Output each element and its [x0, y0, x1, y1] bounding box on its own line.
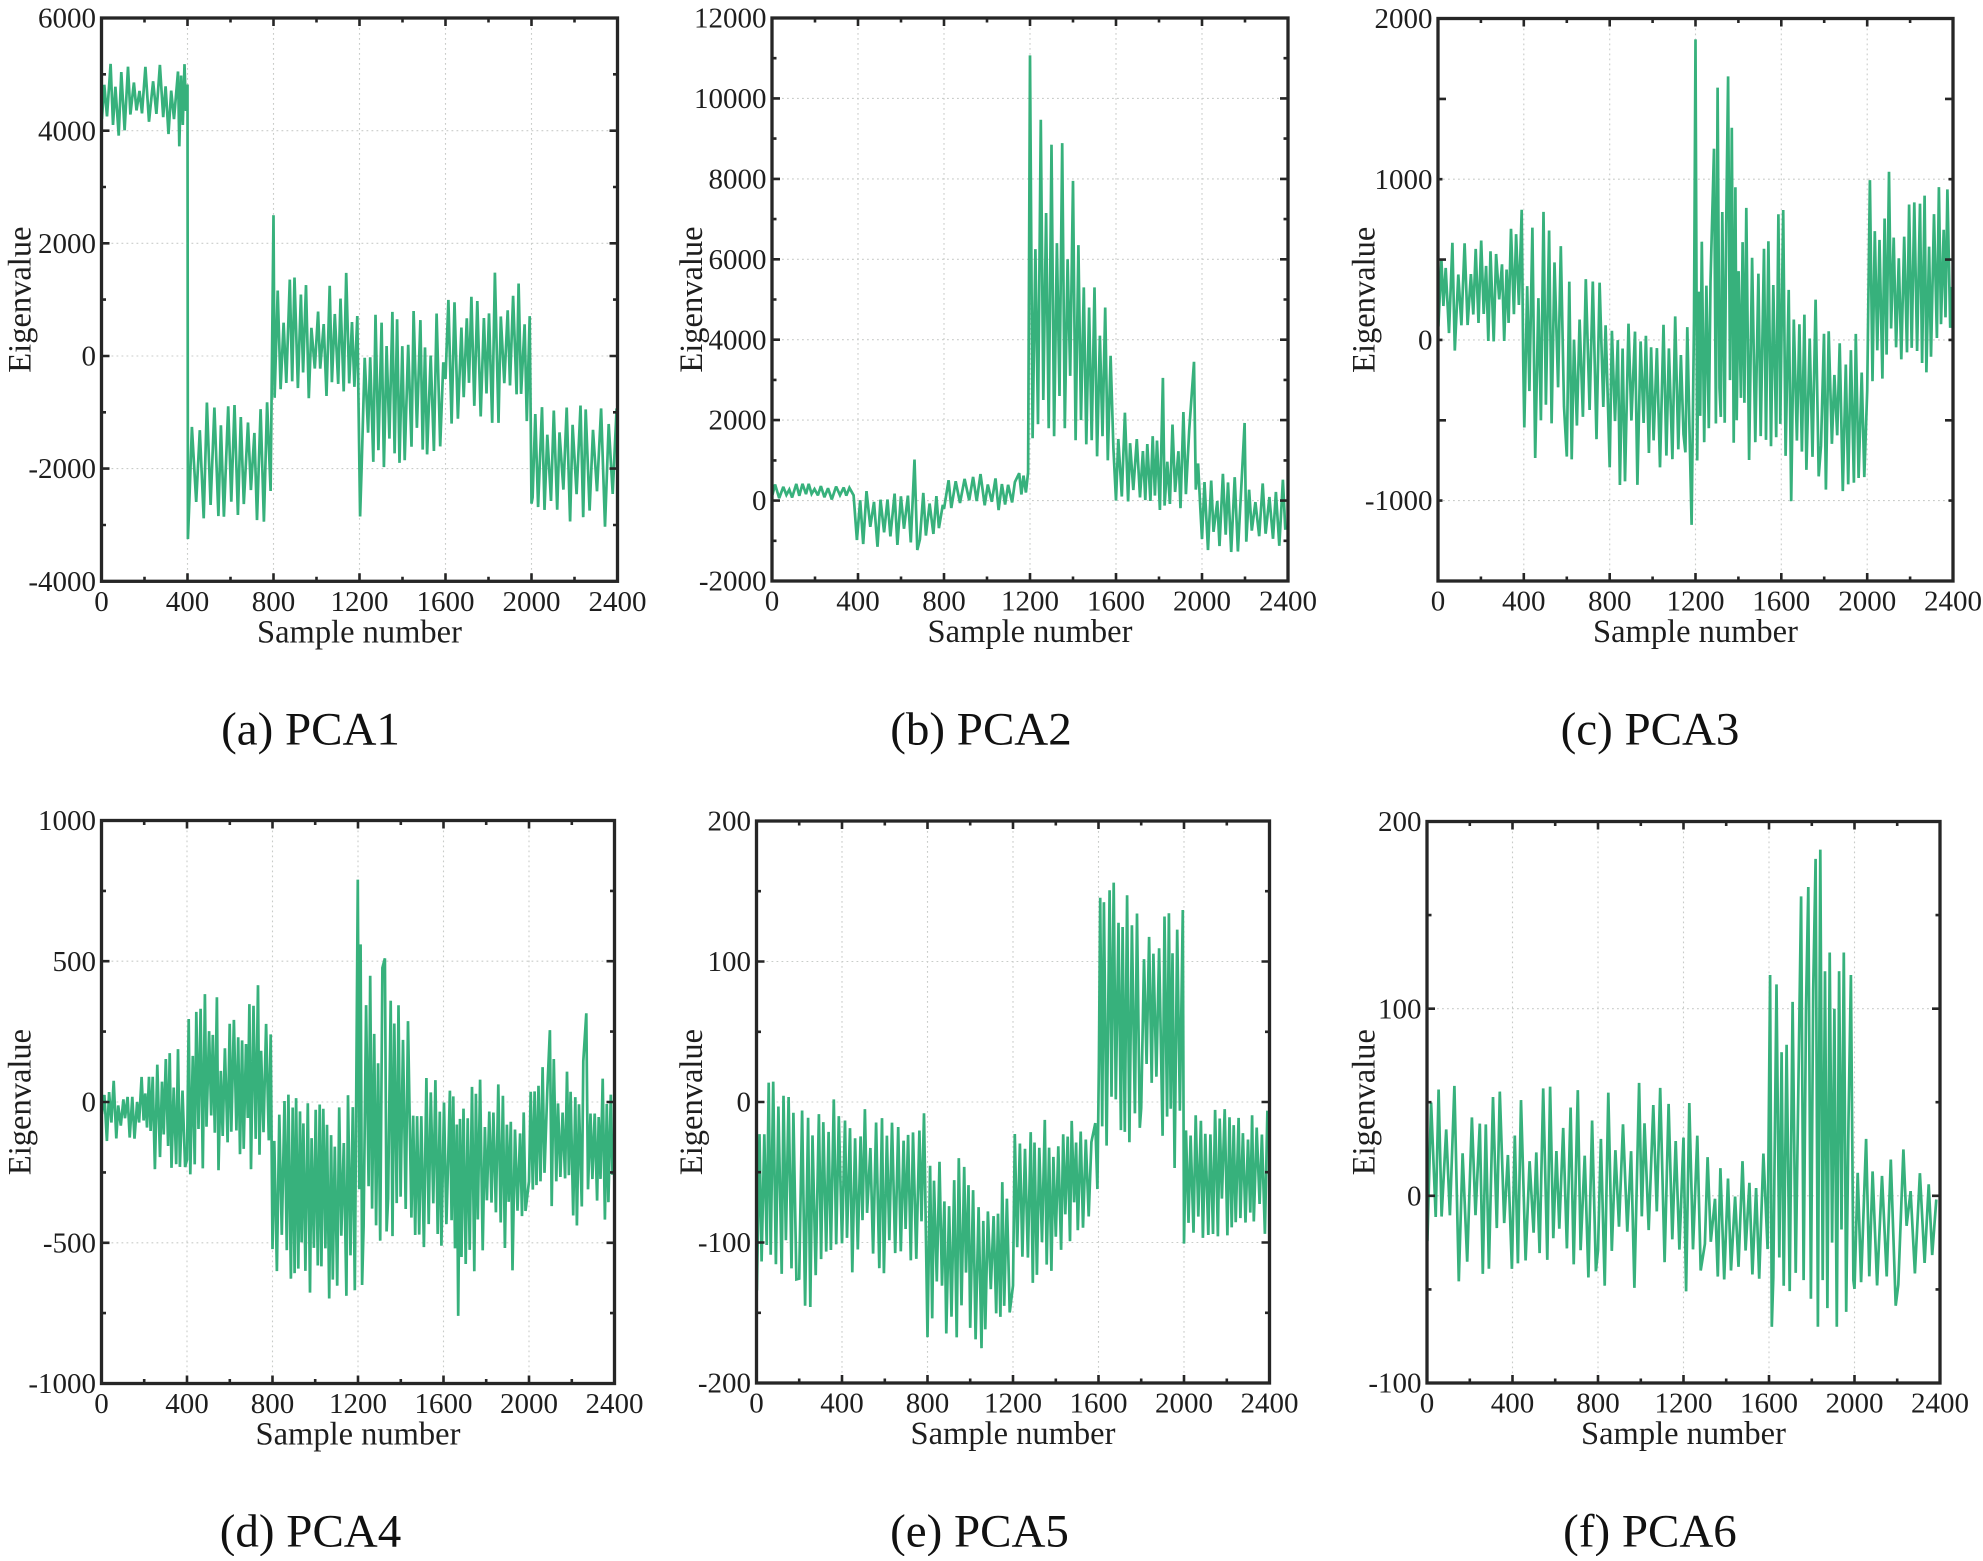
- svg-text:400: 400: [820, 1388, 864, 1420]
- svg-text:8000: 8000: [709, 164, 767, 196]
- svg-text:0: 0: [1418, 325, 1433, 357]
- svg-text:Eigenvalue: Eigenvalue: [3, 227, 39, 373]
- svg-text:-1000: -1000: [1365, 485, 1433, 517]
- svg-text:200: 200: [1378, 806, 1422, 838]
- svg-text:400: 400: [1491, 1388, 1535, 1420]
- svg-text:800: 800: [922, 586, 966, 618]
- svg-text:6000: 6000: [709, 244, 767, 276]
- svg-text:200: 200: [708, 806, 752, 838]
- svg-text:(a) PCA1: (a) PCA1: [221, 704, 400, 756]
- svg-text:-2000: -2000: [699, 566, 767, 598]
- svg-text:1200: 1200: [1001, 586, 1059, 618]
- svg-text:(d) PCA4: (d) PCA4: [220, 1506, 401, 1557]
- svg-text:1600: 1600: [417, 586, 475, 618]
- svg-text:400: 400: [1502, 586, 1546, 618]
- svg-text:2000: 2000: [38, 228, 96, 260]
- svg-text:800: 800: [252, 586, 296, 618]
- svg-text:1600: 1600: [415, 1388, 473, 1420]
- svg-text:2000: 2000: [1173, 586, 1231, 618]
- svg-text:-2000: -2000: [28, 453, 96, 485]
- svg-text:0: 0: [1431, 586, 1446, 618]
- svg-text:Sample number: Sample number: [1581, 1416, 1786, 1452]
- svg-text:800: 800: [251, 1388, 295, 1420]
- svg-text:1000: 1000: [38, 805, 96, 837]
- svg-text:1200: 1200: [1655, 1388, 1713, 1420]
- svg-text:0: 0: [752, 485, 767, 517]
- svg-text:0: 0: [737, 1087, 752, 1119]
- svg-text:0: 0: [94, 1388, 109, 1420]
- svg-text:2000: 2000: [503, 586, 561, 618]
- svg-text:0: 0: [765, 586, 780, 618]
- svg-text:Sample number: Sample number: [928, 614, 1133, 650]
- svg-text:1600: 1600: [1070, 1388, 1128, 1420]
- svg-text:100: 100: [708, 946, 752, 978]
- svg-text:-100: -100: [1368, 1368, 1421, 1400]
- svg-text:6000: 6000: [38, 3, 96, 35]
- svg-text:-1000: -1000: [28, 1368, 96, 1400]
- svg-text:800: 800: [906, 1388, 950, 1420]
- svg-text:12000: 12000: [694, 3, 767, 35]
- svg-text:400: 400: [166, 586, 210, 618]
- svg-text:800: 800: [1588, 586, 1632, 618]
- svg-text:-100: -100: [698, 1227, 751, 1259]
- svg-text:0: 0: [94, 586, 109, 618]
- svg-text:(f) PCA6: (f) PCA6: [1563, 1506, 1737, 1557]
- svg-text:2000: 2000: [500, 1388, 558, 1420]
- svg-text:2000: 2000: [709, 405, 767, 437]
- svg-text:2400: 2400: [586, 1388, 644, 1420]
- svg-text:2000: 2000: [1375, 3, 1433, 35]
- svg-text:1200: 1200: [1667, 586, 1725, 618]
- svg-text:2400: 2400: [1241, 1388, 1299, 1420]
- svg-text:Sample number: Sample number: [257, 614, 462, 650]
- svg-text:Eigenvalue: Eigenvalue: [3, 1029, 39, 1175]
- svg-text:1600: 1600: [1752, 586, 1810, 618]
- svg-text:2400: 2400: [1924, 586, 1982, 618]
- svg-text:1600: 1600: [1740, 1388, 1798, 1420]
- svg-text:1600: 1600: [1087, 586, 1145, 618]
- svg-text:400: 400: [836, 586, 880, 618]
- svg-text:Sample number: Sample number: [1593, 614, 1798, 650]
- svg-text:2000: 2000: [1838, 586, 1896, 618]
- svg-text:400: 400: [165, 1388, 209, 1420]
- svg-text:Sample number: Sample number: [256, 1417, 461, 1453]
- svg-text:1200: 1200: [331, 586, 389, 618]
- svg-text:(c) PCA3: (c) PCA3: [1561, 704, 1740, 756]
- svg-text:0: 0: [1407, 1180, 1422, 1212]
- svg-text:0: 0: [82, 1087, 97, 1119]
- svg-text:4000: 4000: [709, 324, 767, 356]
- svg-text:-200: -200: [698, 1368, 751, 1400]
- svg-text:2000: 2000: [1155, 1388, 1213, 1420]
- svg-text:2400: 2400: [589, 586, 647, 618]
- svg-text:10000: 10000: [694, 83, 767, 115]
- svg-text:4000: 4000: [38, 115, 96, 147]
- svg-text:0: 0: [1420, 1388, 1435, 1420]
- svg-text:-500: -500: [43, 1227, 96, 1259]
- svg-text:1000: 1000: [1375, 164, 1433, 196]
- svg-text:Eigenvalue: Eigenvalue: [1347, 1029, 1383, 1175]
- svg-text:-4000: -4000: [28, 566, 96, 598]
- svg-text:Eigenvalue: Eigenvalue: [674, 226, 710, 372]
- svg-text:0: 0: [82, 341, 97, 373]
- svg-text:(b) PCA2: (b) PCA2: [890, 704, 1071, 756]
- svg-text:2000: 2000: [1826, 1388, 1884, 1420]
- svg-text:1200: 1200: [984, 1388, 1042, 1420]
- svg-text:Sample number: Sample number: [911, 1416, 1116, 1452]
- svg-text:500: 500: [53, 946, 97, 978]
- svg-text:100: 100: [1378, 993, 1422, 1025]
- svg-text:Eigenvalue: Eigenvalue: [1347, 227, 1383, 373]
- svg-text:2400: 2400: [1911, 1388, 1969, 1420]
- svg-text:(e) PCA5: (e) PCA5: [890, 1506, 1069, 1557]
- svg-text:Eigenvalue: Eigenvalue: [674, 1029, 710, 1175]
- svg-text:2400: 2400: [1259, 586, 1317, 618]
- svg-text:800: 800: [1576, 1388, 1620, 1420]
- svg-text:1200: 1200: [329, 1388, 387, 1420]
- svg-text:0: 0: [749, 1388, 764, 1420]
